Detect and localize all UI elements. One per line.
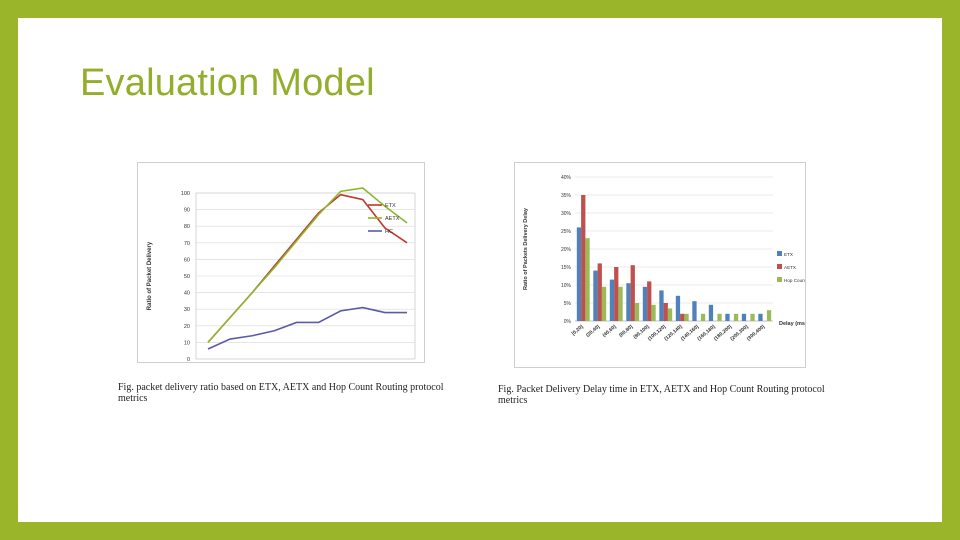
bar-chart-y-tick-label: 10% (561, 283, 572, 289)
bar-chart-bar-aetx (630, 265, 635, 321)
bar-chart-legend-label: Hop Count (784, 278, 805, 283)
bar-chart-legend-swatch (777, 277, 782, 282)
line-chart-y-tick-label: 20 (184, 324, 190, 330)
bar-chart-container: 0% 5% 10% 15% 20% 25% 30% 35% 40% [0,20] (20,40] (4… (514, 162, 807, 368)
line-chart-y-tick-label: 0 (187, 357, 190, 362)
line-chart-series-aetx (207, 187, 408, 343)
line-chart-legend-label: HC (385, 229, 393, 235)
bar-chart-bar-aetx (680, 313, 685, 321)
bar-chart-bar-etx (659, 290, 664, 321)
line-chart-series-hc (207, 306, 407, 350)
bar-chart-bar-aetx (663, 303, 668, 321)
line-chart-y-tick-label: 60 (184, 257, 190, 263)
bar-chart-x-axis-label: Delay (ms) (779, 321, 805, 327)
bar-chart-y-tick-label: 35% (561, 193, 572, 199)
bar-chart-bar-etx (725, 313, 730, 321)
bar-chart-y-axis-label: Ratio of Packets Delivery Delay (523, 207, 529, 290)
bar-chart-x-tick-label: (40,60] (602, 324, 618, 339)
bar-chart-bar-etx (741, 313, 747, 321)
bar-chart-legend-label: ETX (784, 252, 793, 257)
bar-chart-bar-etx (758, 313, 763, 321)
bar-chart-bar-hop-count (651, 304, 656, 321)
bar-chart-bar-aetx (647, 281, 652, 321)
bar-chart-y-tick-label: 15% (561, 265, 572, 271)
bar-chart-y-tick-label: 5% (564, 301, 572, 307)
line-chart-y-tick-label: 10 (184, 340, 190, 346)
bar-chart-bar-etx (692, 301, 697, 321)
line-chart-legend-label: ETX (385, 203, 396, 209)
bar-chart-x-tick-label: (300,400] (746, 324, 767, 343)
line-chart-caption-prefix: Fig. (118, 382, 134, 393)
bar-chart-x-tick-label: [0,20] (571, 324, 585, 337)
bar-chart-bar-etx (609, 279, 615, 321)
bar-chart-bar-aetx (581, 195, 586, 321)
line-chart-y-tick-label: 80 (184, 224, 190, 230)
bar-chart-bar-hop-count (733, 313, 739, 321)
bar-chart-legend-swatch (777, 264, 782, 269)
bar-chart-caption-text: Packet Delivery Delay time in ETX, AETX … (498, 384, 825, 406)
slide-title: Evaluation Model (80, 62, 375, 104)
bar-chart-bar-hop-count (750, 313, 755, 321)
bar-chart-caption-prefix: Fig. (498, 384, 514, 395)
bar-chart-bar-hop-count (601, 286, 607, 321)
bar-chart-bar-hop-count (634, 303, 640, 321)
bar-chart-caption: Fig. Packet Delivery Delay time in ETX, … (498, 384, 838, 406)
line-chart-container: 0102030405060708090100102030405060708090… (137, 162, 425, 376)
bar-chart-y-tick-label: 0% (564, 319, 572, 325)
bar-chart-y-tick-label: 20% (561, 247, 572, 253)
bar-chart-bar-hop-count (766, 310, 772, 321)
bar-chart-legend-label: AETX (784, 265, 796, 270)
bar-chart-y-tick-label: 25% (561, 229, 572, 235)
line-chart-y-tick-label: 90 (184, 208, 190, 214)
bar-chart-bar-hop-count (700, 313, 706, 321)
bar-chart-bar-etx (576, 227, 582, 321)
bar-chart-bar-etx (708, 304, 714, 321)
line-chart-legend-label: AETX (385, 216, 400, 222)
bar-chart-y-tick-label: 40% (561, 175, 572, 181)
bar-chart-bar-hop-count (717, 313, 722, 321)
line-chart-y-tick-label: 100 (181, 191, 190, 197)
line-chart-y-tick-label: 40 (184, 291, 190, 297)
line-chart-caption-text: packet delivery ratio based on ETX, AETX… (118, 382, 444, 404)
line-chart-y-axis-label: Ratio of Packet Delivery (147, 241, 153, 310)
bar-chart-bar-aetx (614, 267, 619, 321)
bar-chart-bar-etx (593, 270, 598, 321)
bar-chart-bar-hop-count (585, 238, 590, 321)
bar-chart: 0% 5% 10% 15% 20% 25% 30% 35% 40% [0,20] (20,40] (4… (523, 175, 807, 343)
bar-chart-legend-swatch (777, 251, 782, 256)
bar-chart-bar-aetx (597, 263, 602, 321)
bar-chart-bar-hop-count (684, 313, 689, 321)
bar-chart-bar-hop-count (667, 308, 673, 321)
line-chart-y-tick-label: 30 (184, 307, 190, 313)
line-chart: 0102030405060708090100102030405060708090… (147, 187, 416, 376)
line-chart-y-tick-label: 50 (184, 274, 190, 280)
line-chart-y-tick-label: 70 (184, 241, 190, 247)
bar-chart-y-tick-label: 30% (561, 211, 572, 217)
bar-chart-bar-etx (642, 286, 648, 321)
bar-chart-bar-etx (675, 295, 681, 321)
bar-chart-bar-etx (626, 283, 631, 321)
line-chart-caption: Fig. packet delivery ratio based on ETX,… (118, 382, 458, 404)
bar-chart-x-tick-label: (20,40] (585, 324, 601, 339)
bar-chart-bar-hop-count (618, 286, 623, 321)
